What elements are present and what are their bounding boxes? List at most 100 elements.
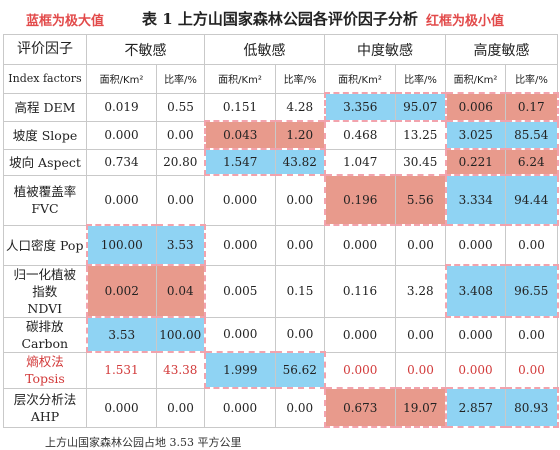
cell-max: 56.62 — [275, 351, 326, 389]
row-label: 人口密度 Pop — [3, 224, 87, 266]
cell-max: 1.547 — [203, 148, 276, 176]
cell: 0.15 — [275, 264, 325, 318]
cell-max: 3.356 — [323, 92, 396, 122]
blue-box-note: 蓝框为极大值 — [26, 14, 105, 29]
header-area: 面积/Km² — [86, 64, 157, 94]
cell-max: 80.93 — [505, 387, 559, 428]
cell: 0.468 — [324, 120, 396, 150]
cell: 0.00 — [395, 224, 446, 266]
cell-max: 96.55 — [505, 264, 559, 318]
cell-min: 0.221 — [444, 148, 506, 176]
cell: 0.000 — [204, 174, 276, 226]
row-label: 层次分析法 AHP — [3, 387, 87, 428]
cell-max: 1.999 — [203, 351, 276, 389]
header-area: 面积/Km² — [445, 64, 506, 94]
row-label-line: Topsis — [25, 371, 65, 386]
top-bar: 蓝框为极大值 表 1 上方山国家森林公园各评价因子分析 红框为极小值 — [0, 6, 560, 29]
header-ratio: 比率/% — [275, 64, 325, 94]
row-label-line: 指数 — [32, 283, 58, 299]
row-label-line: FVC — [31, 201, 59, 216]
cell: 1.047 — [324, 148, 396, 176]
table-row: 碳排放 Carbon 3.53 100.00 0.000 0.00 0.000 0… — [3, 316, 558, 353]
cell: 0.000 — [445, 224, 506, 266]
cell: 0.00 — [156, 387, 205, 428]
cell: 0.116 — [324, 264, 396, 318]
cell: 0.151 — [204, 92, 276, 122]
cell-max: 2.857 — [444, 387, 506, 428]
cell-max: 43.82 — [275, 148, 326, 176]
cell: 43.38 — [156, 351, 205, 389]
cell-max: 95.07 — [395, 92, 447, 122]
cell: 0.00 — [395, 316, 446, 353]
cell-max: 3.408 — [444, 264, 506, 318]
row-label-line: Carbon — [21, 335, 69, 351]
cell: 30.45 — [395, 148, 446, 176]
cell: 0.000 — [445, 316, 506, 353]
cell-max: 94.44 — [505, 174, 559, 226]
cell: 0.000 — [324, 224, 396, 266]
table-row: 熵权法 Topsis 1.531 43.38 1.999 56.62 0.000 … — [3, 351, 558, 389]
cell-min: 0.002 — [85, 264, 157, 318]
header-group-medium: 中度敏感 — [324, 34, 446, 65]
header-area: 面积/Km² — [324, 64, 396, 94]
cell: 0.000 — [324, 351, 396, 389]
table-row: 人口密度 Pop 100.00 3.53 0.000 0.00 0.000 0.… — [3, 224, 558, 266]
table-row: 归一化植被 指数 NDVI 0.002 0.04 0.005 0.15 0.116 … — [3, 264, 559, 318]
cell: 0.00 — [156, 120, 205, 150]
header-ratio: 比率/% — [395, 64, 446, 94]
header-factor-cn: 评价因子 — [3, 34, 87, 65]
cell-max: 100.00 — [156, 316, 206, 353]
row-label-line: NDVI — [27, 300, 63, 316]
table-row: 坡度 Slope 0.000 0.00 0.043 1.20 0.468 13.… — [3, 120, 559, 150]
cell: 0.00 — [275, 316, 325, 353]
cell-min: 0.04 — [156, 264, 206, 318]
cell: 0.000 — [86, 120, 157, 150]
header-factor-en: Index factors — [3, 64, 87, 94]
cell: 13.25 — [395, 120, 446, 150]
row-label: 植被覆盖率 FVC — [3, 174, 87, 226]
header-row-units: Index factors 面积/Km² 比率/% 面积/Km² 比率/% 面积… — [3, 64, 558, 94]
cell-min: 0.043 — [203, 120, 276, 150]
header-ratio: 比率/% — [156, 64, 205, 94]
row-label-line: 熵权法 — [26, 354, 64, 369]
cell: 1.531 — [86, 351, 157, 389]
cell-min: 6.24 — [505, 148, 559, 176]
cell: 0.000 — [324, 316, 396, 353]
cell: 0.00 — [275, 224, 325, 266]
row-label: 高程 DEM — [3, 92, 87, 122]
cell-max: 100.00 — [85, 224, 157, 266]
cell: 3.28 — [395, 264, 446, 318]
table-row: 高程 DEM 0.019 0.55 0.151 4.28 3.356 95.07… — [3, 92, 559, 122]
cell: 0.019 — [86, 92, 157, 122]
cell: 0.00 — [395, 351, 446, 389]
cell: 0.00 — [275, 387, 325, 428]
header-row-groups: 评价因子 不敏感 低敏感 中度敏感 高度敏感 — [3, 34, 558, 65]
table-row: 坡向 Aspect 0.734 20.80 1.547 43.82 1.047 … — [3, 148, 559, 176]
cell: 0.00 — [275, 174, 325, 226]
footer-note: 上方山国家森林公园占地 3.53 平方公里 — [45, 436, 242, 449]
row-label: 坡度 Slope — [3, 120, 87, 150]
cell: 0.55 — [156, 92, 205, 122]
cell-min: 19.07 — [395, 387, 447, 428]
cell-min: 0.17 — [505, 92, 559, 122]
cell: 0.00 — [505, 316, 558, 353]
cell: 4.28 — [275, 92, 325, 122]
row-label: 坡向 Aspect — [3, 148, 87, 176]
row-label: 熵权法 Topsis — [3, 351, 87, 389]
cell-max: 3.334 — [444, 174, 506, 226]
table-row: 植被覆盖率 FVC 0.000 0.00 0.000 0.00 0.196 5.5… — [3, 174, 559, 226]
factor-table: 评价因子 不敏感 低敏感 中度敏感 高度敏感 Index factors 面积/… — [3, 34, 559, 428]
cell-min: 5.56 — [395, 174, 447, 226]
cell: 0.005 — [204, 264, 276, 318]
header-area: 面积/Km² — [204, 64, 276, 94]
cell: 0.000 — [86, 387, 157, 428]
cell: 20.80 — [156, 148, 205, 176]
row-label-line: 植被覆盖率 — [13, 184, 77, 199]
cell: 0.000 — [204, 387, 276, 428]
cell-min: 0.006 — [444, 92, 506, 122]
header-group-low: 低敏感 — [204, 34, 325, 65]
header-group-high: 高度敏感 — [445, 34, 558, 65]
table-title: 表 1 上方山国家森林公园各评价因子分析 — [142, 10, 418, 28]
cell: 0.000 — [445, 351, 506, 389]
cell: 0.00 — [156, 174, 205, 226]
